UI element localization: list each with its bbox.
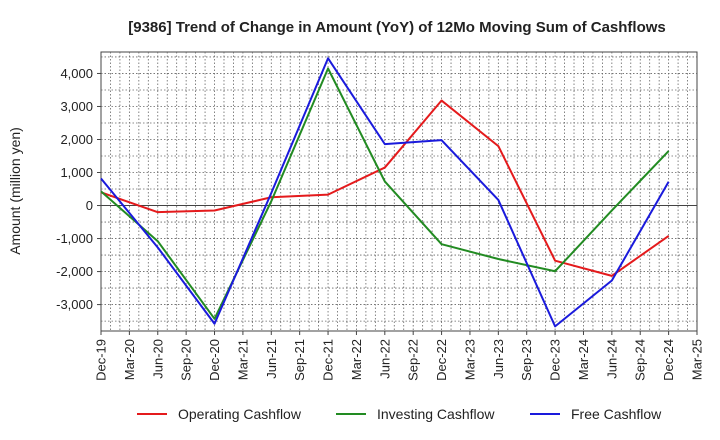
x-tick-label: Jun-24 xyxy=(604,339,619,379)
y-axis-label: Amount (million yen) xyxy=(7,127,23,255)
x-tick-label: Sep-21 xyxy=(292,339,307,381)
x-tick-label: Sep-24 xyxy=(633,339,648,381)
y-tick-label: -1,000 xyxy=(56,231,93,246)
y-tick-label: 4,000 xyxy=(60,66,93,81)
x-tick-label: Dec-23 xyxy=(548,339,563,381)
x-tick-label: Mar-21 xyxy=(235,339,250,380)
x-tick-label: Dec-20 xyxy=(207,339,222,381)
x-tick-label: Dec-22 xyxy=(434,339,449,381)
chart-title: [9386] Trend of Change in Amount (YoY) o… xyxy=(128,19,666,36)
x-tick-label: Jun-23 xyxy=(491,339,506,379)
y-tick-label: -2,000 xyxy=(56,264,93,279)
y-tick-label: 3,000 xyxy=(60,99,93,114)
x-tick-label: Dec-24 xyxy=(661,339,676,381)
x-tick-label: Mar-20 xyxy=(122,339,137,380)
legend: Operating Cashflow Investing Cashflow Free… xyxy=(137,406,662,422)
grid xyxy=(101,52,697,331)
series-group xyxy=(100,57,670,328)
x-tick-label: Jun-21 xyxy=(264,339,279,379)
x-tick-label: Mar-24 xyxy=(576,339,591,380)
x-tick-label: Dec-19 xyxy=(94,339,109,381)
x-tick-label: Sep-20 xyxy=(179,339,194,381)
x-tick-label: Mar-25 xyxy=(690,339,705,380)
x-tick-label: Mar-23 xyxy=(462,339,477,380)
x-tick-label: Jun-22 xyxy=(377,339,392,379)
y-tick-label: 2,000 xyxy=(60,132,93,147)
legend-label: Investing Cashflow xyxy=(377,406,495,422)
series-line-investing-cashflow xyxy=(100,67,670,320)
y-tick-label: 1,000 xyxy=(60,165,93,180)
legend-label: Operating Cashflow xyxy=(178,406,302,422)
series-line-operating-cashflow xyxy=(100,99,670,277)
x-tick-label: Mar-22 xyxy=(349,339,364,380)
x-tick-label: Sep-23 xyxy=(519,339,534,381)
series-line-free-cashflow xyxy=(100,57,670,328)
plot-area xyxy=(100,51,698,332)
y-tick-label: 0 xyxy=(86,198,93,213)
legend-label: Free Cashflow xyxy=(571,406,662,422)
x-tick-label: Dec-21 xyxy=(321,339,336,381)
x-tick-label: Sep-22 xyxy=(406,339,421,381)
x-tick-label: Jun-20 xyxy=(150,339,165,379)
x-axis: Dec-19 Mar-20 Jun-20 Sep-20 Dec-20 Mar-21 Jun-… xyxy=(94,331,705,381)
y-tick-label: -3,000 xyxy=(56,297,93,312)
y-axis: 4,000 3,000 2,000 1,000 0 -1,000 -2,000 -3,000 xyxy=(56,66,101,312)
